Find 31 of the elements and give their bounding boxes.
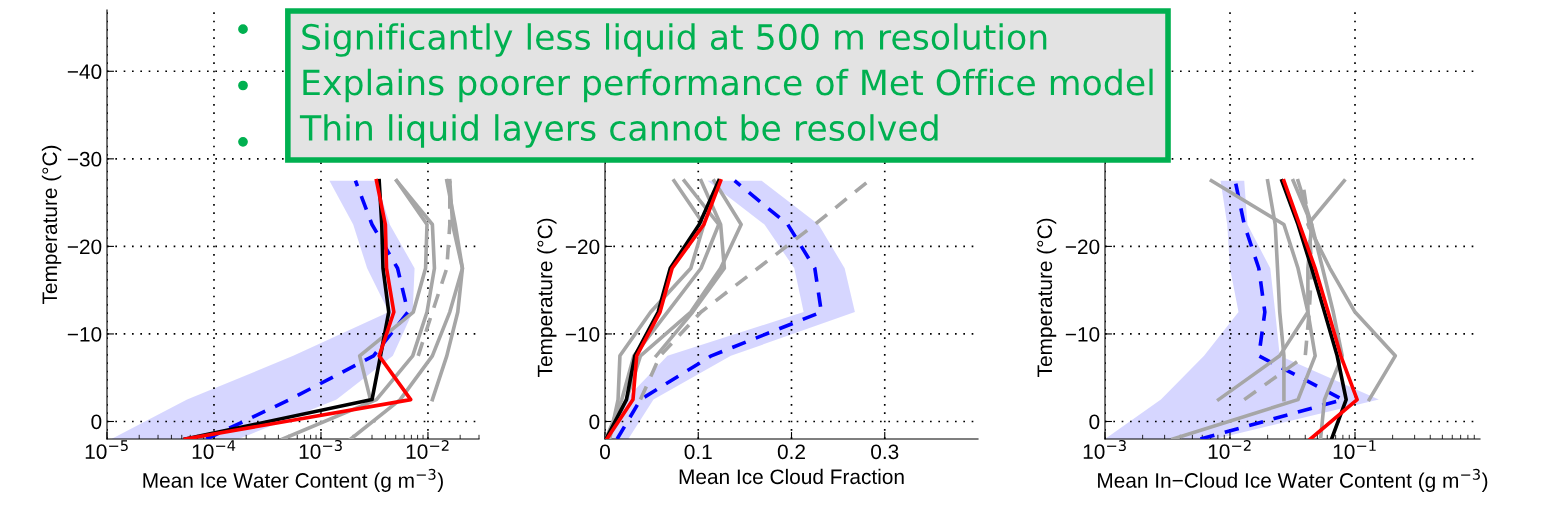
y-tick-label: −30 xyxy=(67,151,102,167)
x-tick-label: 10$^{−1}$ xyxy=(1333,440,1376,460)
annotation: Thin liquid layers cannot be resolved xyxy=(299,114,938,148)
x-tick-label: 10$^{−3}$ xyxy=(299,440,342,459)
y-tick-label: −40 xyxy=(67,64,102,80)
y-axis-title: Temperature (°C) xyxy=(1036,218,1057,377)
x-tick-label: 10$^{−5}$ xyxy=(85,440,128,460)
y-tick-label: −20 xyxy=(565,239,600,255)
y-tick-label: 0 xyxy=(589,414,600,430)
y-tick-label: −20 xyxy=(67,239,102,255)
annotation: Explains poorer performance of Met Office model xyxy=(303,68,1153,103)
x-tick-label: 0.2 xyxy=(777,444,805,460)
x-tick-label: 0.1 xyxy=(684,444,712,460)
x-axis-title: Mean Ice Water Content (g m$^{−3}$) xyxy=(143,468,443,492)
annotation: Significantly less liquid at 500 m resolution xyxy=(302,23,1047,57)
y-tick-label: −20 xyxy=(1065,239,1100,255)
y-tick-label: 0 xyxy=(1089,414,1100,430)
x-tick-label: 0.3 xyxy=(871,444,899,460)
x-axis-title: Mean In−Cloud Ice Water Content (g m$^{−3}$) xyxy=(1098,468,1488,492)
x-tick-label: 10$^{−2}$ xyxy=(1208,440,1251,459)
y-tick-label: 0 xyxy=(91,414,102,430)
y-tick-label: −10 xyxy=(1065,326,1100,342)
y-tick-label: −10 xyxy=(67,326,102,342)
x-axis-title: Mean Ice Cloud Fraction xyxy=(679,468,904,485)
x-tick-label: 10$^{−3}$ xyxy=(1083,440,1126,459)
y-axis-title: Temperature (°C) xyxy=(537,218,557,377)
y-axis-title: Temperature (°C) xyxy=(41,145,62,305)
x-tick-label: 10$^{−4}$ xyxy=(192,440,236,460)
y-tick-label: −10 xyxy=(565,326,600,342)
x-tick-label: 10$^{−2}$ xyxy=(406,440,449,459)
x-tick-label: 0 xyxy=(600,444,610,460)
